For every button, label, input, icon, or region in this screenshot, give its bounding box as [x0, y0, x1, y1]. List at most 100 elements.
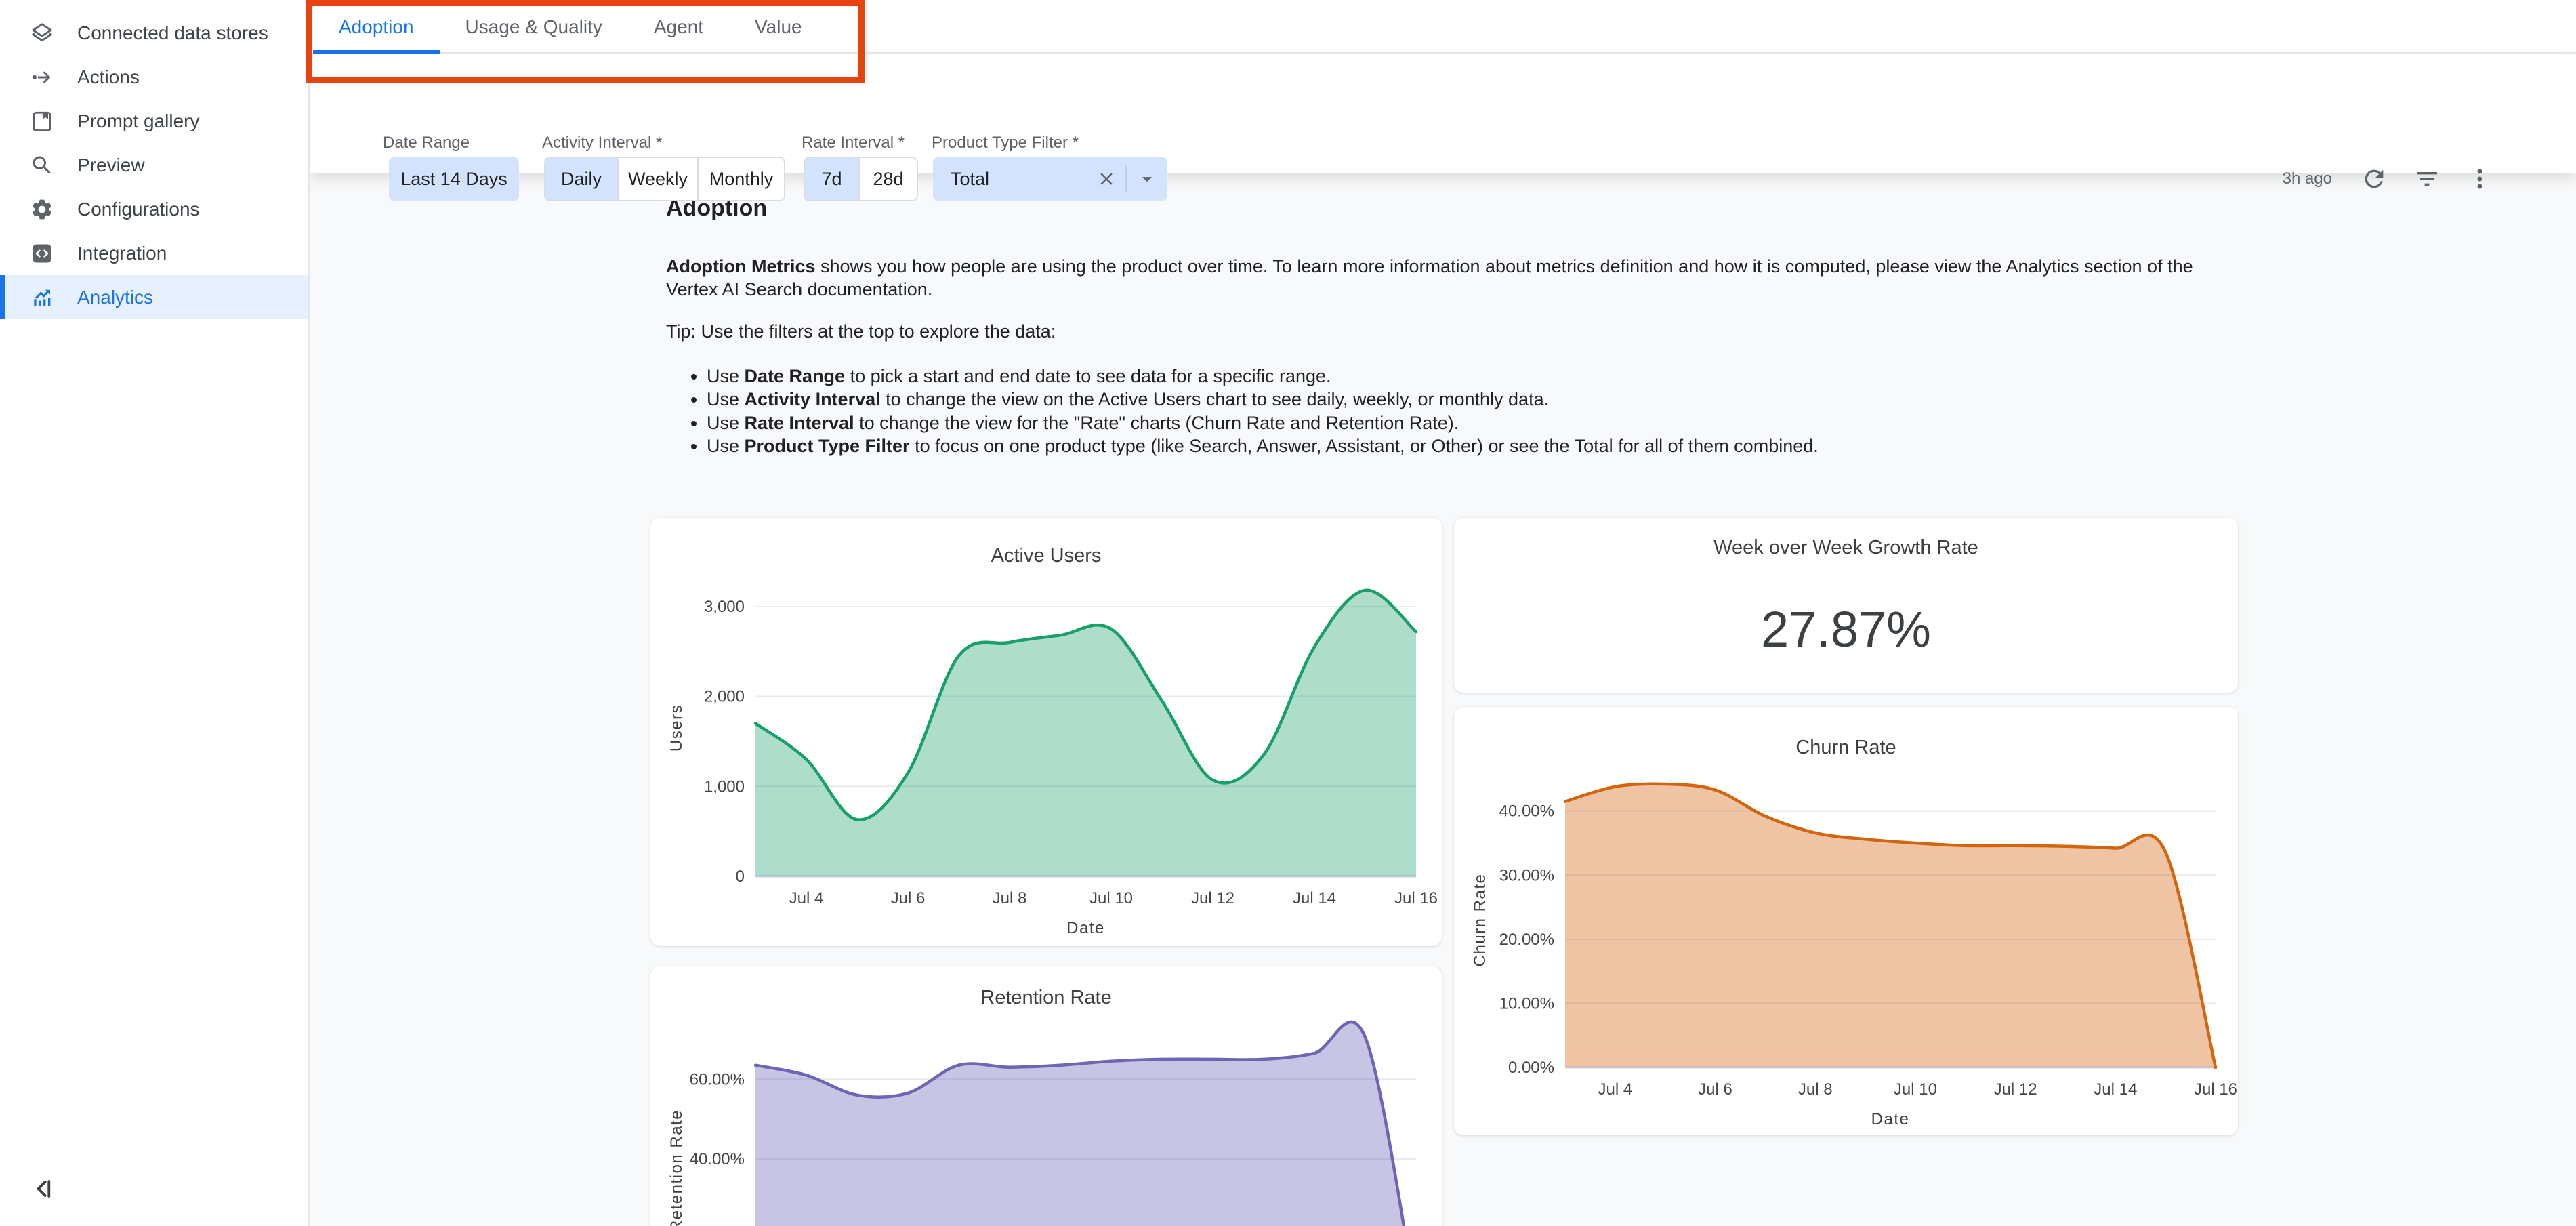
svg-text:Date: Date	[1066, 919, 1105, 937]
svg-text:Jul 4: Jul 4	[789, 889, 824, 907]
tab-adoption[interactable]: Adoption	[313, 0, 440, 55]
tab-value[interactable]: Value	[755, 16, 802, 37]
list-item: Use Activity Interval to change the view…	[707, 388, 1819, 411]
analytics-icon	[30, 285, 54, 310]
activity-interval-weekly[interactable]: Weekly	[617, 158, 697, 200]
more-vert-icon[interactable]	[2465, 164, 2495, 194]
filter-icon[interactable]	[2412, 164, 2442, 194]
sidebar-item-label: Preview	[77, 154, 145, 176]
svg-text:Jul 8: Jul 8	[993, 889, 1027, 907]
actions-arrow-icon	[30, 65, 54, 89]
sidebar-item-label: Configurations	[77, 198, 200, 220]
sidebar-item-preview[interactable]: Preview	[0, 143, 308, 187]
svg-text:Jul 16: Jul 16	[1394, 889, 1438, 907]
svg-text:60.00%: 60.00%	[690, 1070, 745, 1088]
svg-text:Users: Users	[667, 704, 686, 752]
tips-list: Use Date Range to pick a start and end d…	[686, 365, 1819, 457]
product-type-filter-label: Product Type Filter *	[932, 134, 1079, 152]
prompt-gallery-icon	[30, 109, 54, 134]
sidebar: Connected data stores Actions Prompt gal…	[0, 0, 310, 1226]
chart-title: Active Users	[991, 545, 1102, 567]
intro-paragraph: Adoption Metrics shows you how people ar…	[666, 256, 2193, 300]
growth-rate-value: 27.87%	[1761, 601, 1931, 657]
svg-text:Jul 16: Jul 16	[2194, 1080, 2237, 1099]
svg-text:30.00%: 30.00%	[1499, 866, 1554, 884]
tab-bar: Adoption Usage & Quality Agent Value	[310, 0, 2576, 55]
search-icon	[30, 153, 54, 178]
sidebar-item-analytics[interactable]: Analytics	[0, 275, 308, 319]
clear-filter-icon[interactable]	[1093, 165, 1120, 192]
tab-usage-quality[interactable]: Usage & Quality	[465, 16, 602, 37]
svg-text:Jul 12: Jul 12	[1994, 1080, 2037, 1099]
list-item: Use Date Range to pick a start and end d…	[707, 365, 1819, 388]
chart-title: Churn Rate	[1795, 737, 1896, 758]
sidebar-item-configurations[interactable]: Configurations	[0, 187, 308, 231]
active-users-chart-card: Active Users 0 1,000 2,000 3,000 Jul 4 Jul 6 J…	[650, 518, 1442, 946]
svg-text:Jul 10: Jul 10	[1089, 889, 1133, 907]
svg-text:Retention Rate: Retention Rate	[667, 1109, 686, 1226]
code-icon	[30, 241, 54, 266]
last-refreshed-text: 3h ago	[2282, 169, 2332, 188]
svg-text:40.00%: 40.00%	[690, 1150, 745, 1168]
svg-text:40.00%: 40.00%	[1499, 802, 1554, 821]
collapse-sidebar-icon[interactable]	[27, 1174, 57, 1204]
activity-interval-segmented: Daily Weekly Monthly	[544, 157, 785, 201]
product-type-filter-select[interactable]: Total	[933, 157, 1167, 201]
data-stores-icon	[30, 21, 54, 45]
tip-text: Tip: Use the filters at the top to explo…	[666, 321, 1056, 342]
churn-rate-chart-card: Churn Rate 0.00% 10.00% 20.00% 30.00% 40.00%…	[1454, 707, 2238, 1135]
chart-title: Week over Week Growth Rate	[1713, 537, 1978, 558]
select-divider	[1125, 165, 1127, 192]
rate-interval-7d[interactable]: 7d	[805, 158, 858, 200]
chevron-down-icon[interactable]	[1132, 164, 1162, 194]
svg-text:1,000: 1,000	[704, 777, 745, 796]
svg-text:10.00%: 10.00%	[1499, 994, 1554, 1013]
sidebar-item-actions[interactable]: Actions	[0, 55, 308, 99]
tab-agent[interactable]: Agent	[653, 16, 704, 37]
sidebar-item-label: Actions	[77, 66, 140, 87]
svg-text:3,000: 3,000	[704, 598, 745, 616]
svg-text:Jul 14: Jul 14	[1293, 889, 1336, 907]
svg-text:Jul 4: Jul 4	[1598, 1080, 1632, 1099]
svg-text:Jul 6: Jul 6	[1698, 1080, 1732, 1099]
svg-text:0: 0	[736, 867, 745, 886]
rate-interval-28d[interactable]: 28d	[858, 158, 917, 200]
active-users-chart: 0 1,000 2,000 3,000 Jul 4 Jul 6 Jul 8 Jul 10 Jul…	[667, 588, 1438, 937]
sidebar-item-connected-data-stores[interactable]: Connected data stores	[0, 11, 308, 55]
svg-text:Jul 6: Jul 6	[891, 889, 926, 907]
refresh-icon[interactable]	[2359, 164, 2389, 194]
filterbar-actions: 3h ago	[2283, 157, 2495, 201]
activity-interval-label: Activity Interval *	[542, 134, 663, 152]
tabs: Adoption Usage & Quality Agent Value	[310, 0, 2576, 55]
svg-text:Jul 10: Jul 10	[1894, 1080, 1937, 1099]
wow-growth-card: Week over Week Growth Rate 27.87%	[1454, 518, 2238, 693]
gear-icon	[30, 197, 54, 222]
date-range-label: Date Range	[383, 134, 470, 152]
rate-interval-label: Rate Interval *	[802, 134, 905, 152]
svg-text:Date: Date	[1871, 1110, 1910, 1128]
date-range-chip[interactable]: Last 14 Days	[389, 157, 519, 201]
activity-interval-monthly[interactable]: Monthly	[697, 158, 784, 200]
svg-text:Jul 12: Jul 12	[1191, 889, 1234, 907]
list-item: Use Rate Interval to change the view for…	[707, 411, 1819, 434]
svg-text:Churn Rate: Churn Rate	[1471, 874, 1489, 967]
chart-title: Retention Rate	[980, 987, 1112, 1008]
sidebar-item-prompt-gallery[interactable]: Prompt gallery	[0, 99, 308, 143]
svg-text:2,000: 2,000	[704, 688, 745, 706]
rate-interval-segmented: 7d 28d	[804, 157, 918, 201]
churn-rate-chart: 0.00% 10.00% 20.00% 30.00% 40.00% Jul 4 Jul 6 J…	[1471, 782, 2237, 1128]
sidebar-item-label: Analytics	[77, 286, 154, 308]
sidebar-item-label: Integration	[77, 242, 167, 264]
activity-interval-daily[interactable]: Daily	[545, 158, 617, 200]
sidebar-nav-list: Connected data stores Actions Prompt gal…	[0, 11, 308, 319]
svg-text:0.00%: 0.00%	[1508, 1059, 1554, 1077]
sidebar-item-integration[interactable]: Integration	[0, 231, 308, 275]
svg-text:Jul 8: Jul 8	[1798, 1080, 1833, 1099]
main-content: Adoption Adoption Metrics shows you how …	[310, 173, 2576, 1226]
filter-bar: Date Range Last 14 Days Activity Interva…	[310, 54, 2576, 201]
svg-text:Jul 14: Jul 14	[2094, 1080, 2137, 1099]
list-item: Use Product Type Filter to focus on one …	[707, 434, 1819, 457]
